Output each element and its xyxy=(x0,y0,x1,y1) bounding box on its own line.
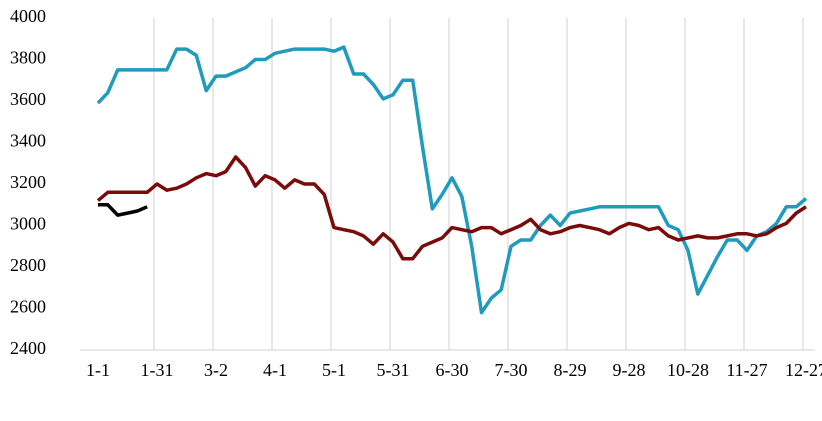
x-tick-label: 10-28 xyxy=(667,360,709,380)
x-tick-label: 4-1 xyxy=(263,360,287,380)
line-series xyxy=(98,203,148,217)
y-tick-label: 3000 xyxy=(10,214,46,234)
y-tick-label: 3400 xyxy=(10,131,46,151)
x-tick-label: 1-1 xyxy=(86,360,110,380)
line-series xyxy=(96,155,807,261)
y-tick-label: 2400 xyxy=(10,338,46,358)
x-tick-label: 12-27 xyxy=(785,360,822,380)
y-tick-label: 2800 xyxy=(10,255,46,275)
x-tick-label: 6-30 xyxy=(436,360,469,380)
x-tick-label: 8-29 xyxy=(554,360,587,380)
y-tick-label: 2600 xyxy=(10,297,46,317)
y-tick-label: 4000 xyxy=(10,6,46,26)
y-tick-label: 3800 xyxy=(10,48,46,68)
x-tick-label: 5-1 xyxy=(322,360,346,380)
line-series xyxy=(96,45,808,315)
x-tick-label: 11-27 xyxy=(726,360,767,380)
x-tick-label: 7-30 xyxy=(495,360,528,380)
x-tick-label: 3-2 xyxy=(204,360,228,380)
x-tick-label: 9-28 xyxy=(613,360,646,380)
y-tick-label: 3600 xyxy=(10,89,46,109)
y-tick-label: 3200 xyxy=(10,172,46,192)
x-tick-label: 5-31 xyxy=(377,360,410,380)
x-tick-label: 1-31 xyxy=(141,360,174,380)
